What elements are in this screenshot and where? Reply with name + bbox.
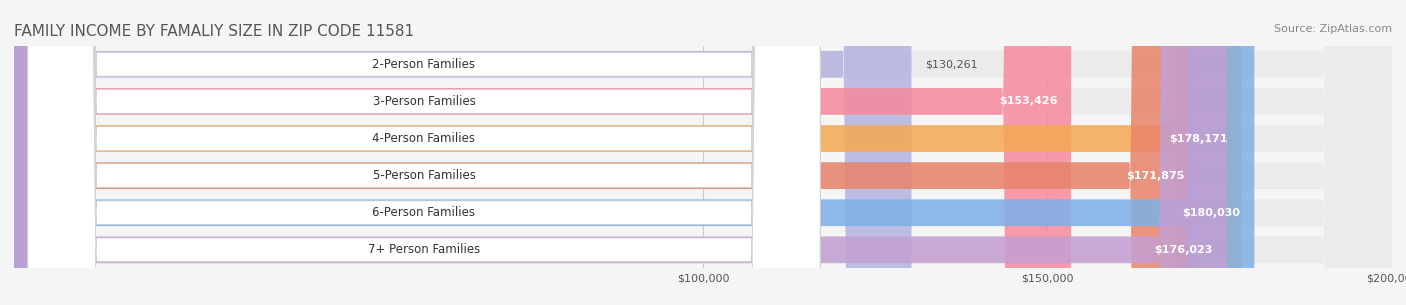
FancyBboxPatch shape (14, 0, 1198, 305)
FancyBboxPatch shape (14, 0, 1392, 305)
FancyBboxPatch shape (14, 0, 1392, 305)
FancyBboxPatch shape (14, 0, 1392, 305)
Text: 5-Person Families: 5-Person Families (373, 169, 475, 182)
Text: 3-Person Families: 3-Person Families (373, 95, 475, 108)
FancyBboxPatch shape (28, 0, 820, 305)
FancyBboxPatch shape (14, 0, 1254, 305)
Text: $180,030: $180,030 (1182, 208, 1240, 218)
Text: $176,023: $176,023 (1154, 245, 1213, 255)
Text: $153,426: $153,426 (998, 96, 1057, 106)
FancyBboxPatch shape (14, 0, 1392, 305)
Text: Source: ZipAtlas.com: Source: ZipAtlas.com (1274, 24, 1392, 34)
Text: 2-Person Families: 2-Person Families (373, 58, 475, 71)
FancyBboxPatch shape (14, 0, 1392, 305)
Text: 7+ Person Families: 7+ Person Families (368, 243, 479, 256)
FancyBboxPatch shape (28, 0, 820, 305)
Text: $130,261: $130,261 (925, 59, 979, 69)
FancyBboxPatch shape (28, 0, 820, 305)
FancyBboxPatch shape (14, 0, 1392, 305)
Text: 6-Person Families: 6-Person Families (373, 206, 475, 219)
FancyBboxPatch shape (28, 0, 820, 305)
Text: $171,875: $171,875 (1126, 170, 1184, 181)
FancyBboxPatch shape (14, 0, 1241, 305)
FancyBboxPatch shape (14, 0, 911, 305)
Text: 4-Person Families: 4-Person Families (373, 132, 475, 145)
FancyBboxPatch shape (28, 0, 820, 305)
FancyBboxPatch shape (14, 0, 1071, 305)
FancyBboxPatch shape (28, 0, 820, 305)
Text: $178,171: $178,171 (1170, 134, 1227, 144)
Text: FAMILY INCOME BY FAMALIY SIZE IN ZIP CODE 11581: FAMILY INCOME BY FAMALIY SIZE IN ZIP COD… (14, 24, 415, 39)
FancyBboxPatch shape (14, 0, 1227, 305)
